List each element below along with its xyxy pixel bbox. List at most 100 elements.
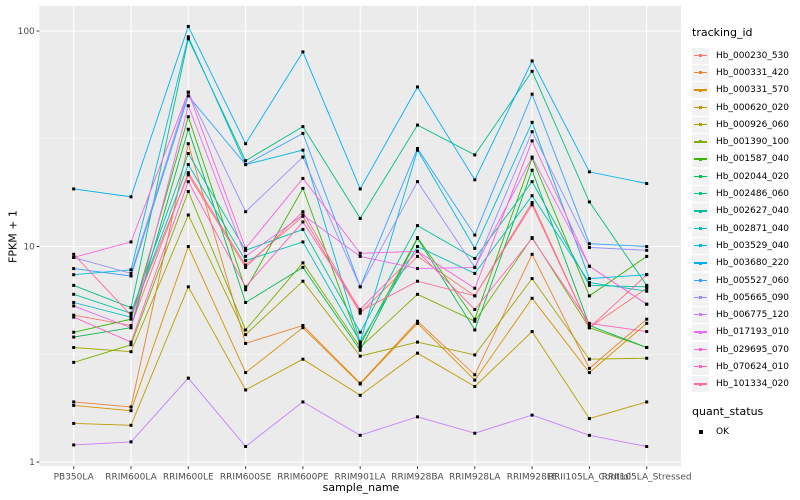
quant-key xyxy=(692,424,709,440)
legend-key-point-icon xyxy=(699,88,702,92)
data-point xyxy=(645,254,649,258)
legend-label: Hb_005665_090 xyxy=(716,292,790,303)
legend-label: Hb_017193_010 xyxy=(716,327,790,338)
data-point xyxy=(301,148,305,152)
data-point xyxy=(358,254,362,258)
data-point xyxy=(301,220,305,224)
legend-key-point-icon xyxy=(699,296,702,300)
x-tick-label: RRII105LA_Stressed xyxy=(602,472,692,482)
data-point xyxy=(645,285,649,289)
data-point xyxy=(645,400,649,404)
legend-key-point-icon xyxy=(699,105,702,109)
legend-key xyxy=(692,134,709,151)
legend-label: Hb_002627_040 xyxy=(716,206,790,217)
x-tick-label: RRIM901LA xyxy=(334,472,386,482)
data-point xyxy=(301,210,305,214)
legend-key xyxy=(692,307,709,324)
data-point xyxy=(645,445,649,449)
data-point xyxy=(186,152,190,156)
data-point xyxy=(358,311,362,315)
legend-label: Hb_003529_040 xyxy=(716,240,790,251)
data-point xyxy=(129,405,133,409)
data-point xyxy=(530,413,534,417)
legend-label: Hb_000331_570 xyxy=(716,85,790,96)
data-point xyxy=(72,403,76,407)
data-point xyxy=(358,285,362,289)
data-point xyxy=(530,236,534,240)
data-point xyxy=(72,283,76,287)
legend-label: Hb_000926_060 xyxy=(716,119,790,130)
legend-key xyxy=(692,151,709,168)
data-point xyxy=(645,248,649,252)
data-point xyxy=(587,294,591,298)
legend-label: Hb_001390_100 xyxy=(716,137,790,148)
data-point xyxy=(244,371,248,375)
data-point xyxy=(72,315,76,319)
legend-key-point-icon xyxy=(699,244,702,248)
data-point xyxy=(186,173,190,177)
data-point xyxy=(301,213,305,217)
data-point xyxy=(473,378,477,382)
data-point xyxy=(473,319,477,323)
legend-key-point-icon xyxy=(699,278,702,282)
legend-key xyxy=(692,255,709,272)
legend-label: Hb_000620_020 xyxy=(716,102,790,113)
data-point xyxy=(358,340,362,344)
legend-entry: Hb_003680_220 xyxy=(692,255,798,272)
x-tick-label: RRIM928LE xyxy=(507,472,558,482)
data-point xyxy=(416,254,419,258)
ok-point-icon xyxy=(698,429,703,434)
legend-entry: Hb_000620_020 xyxy=(692,99,798,116)
data-point xyxy=(358,382,362,386)
legend-key xyxy=(692,220,709,237)
legend-key-point-icon xyxy=(699,123,702,127)
data-point xyxy=(530,69,534,73)
data-point xyxy=(129,326,133,330)
legend-label: Hb_000230_530 xyxy=(716,50,790,61)
data-point xyxy=(129,323,133,327)
data-point xyxy=(473,328,477,332)
data-point xyxy=(530,180,534,184)
data-point xyxy=(301,323,305,327)
legend-key-point-icon xyxy=(699,53,702,57)
data-point xyxy=(587,357,591,361)
data-point xyxy=(358,343,362,347)
y-tick-label: 100 xyxy=(18,27,35,37)
data-point xyxy=(587,281,591,285)
legend-key-point-icon xyxy=(699,261,702,265)
data-point xyxy=(587,417,591,421)
data-point xyxy=(473,385,477,389)
legend-key-point-icon xyxy=(699,209,702,213)
data-point xyxy=(301,279,305,283)
data-point xyxy=(645,289,649,293)
x-tick-label: RRIM600LE xyxy=(163,472,214,482)
legend-entry: Hb_000331_420 xyxy=(692,64,798,81)
legend: tracking_id Hb_000230_530 Hb_000331_420 Hb… xyxy=(692,26,798,440)
data-point xyxy=(473,265,477,269)
data-point xyxy=(587,321,591,325)
data-point xyxy=(473,153,477,157)
legend-key xyxy=(692,237,709,254)
legend-key xyxy=(692,358,709,375)
data-point xyxy=(129,423,133,427)
data-point xyxy=(72,313,76,317)
data-point xyxy=(473,178,477,182)
data-point xyxy=(530,139,534,143)
data-point xyxy=(72,330,76,334)
data-point xyxy=(530,155,534,159)
legend-entry: Hb_002044_020 xyxy=(692,168,798,185)
data-point xyxy=(416,224,419,228)
legend-entry: Hb_101334_020 xyxy=(692,376,798,393)
legend-key xyxy=(692,116,709,133)
data-point xyxy=(530,201,534,205)
data-point xyxy=(416,249,419,253)
data-point xyxy=(587,326,591,330)
x-tick-label: RRIM600LA xyxy=(105,472,157,482)
y-tick-label: 1 xyxy=(29,458,35,468)
data-point xyxy=(72,335,76,339)
legend-label: Hb_003680_220 xyxy=(716,258,790,269)
data-point xyxy=(301,357,305,361)
legend-title-quant-status: quant_status xyxy=(692,404,764,418)
data-point xyxy=(358,354,362,358)
legend-label: Hb_101334_020 xyxy=(716,379,790,390)
